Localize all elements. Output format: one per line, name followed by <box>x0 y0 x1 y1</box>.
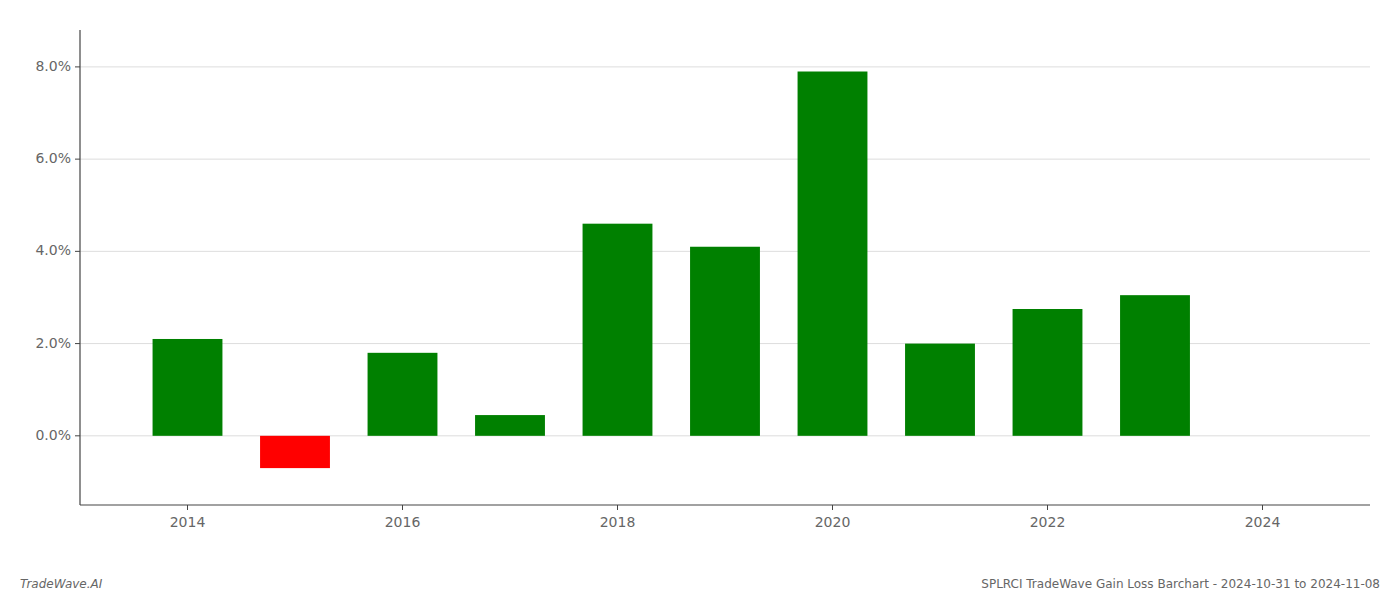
x-tick <box>187 505 188 510</box>
x-tick-label: 2018 <box>600 514 636 530</box>
grid-line <box>80 159 1370 160</box>
x-tick <box>617 505 618 510</box>
y-tick-label: 6.0% <box>35 150 71 166</box>
bar <box>260 436 330 468</box>
y-tick <box>75 251 80 252</box>
y-tick-label: 2.0% <box>35 335 71 351</box>
x-tick <box>402 505 403 510</box>
bar <box>690 247 760 436</box>
y-tick-label: 4.0% <box>35 242 71 258</box>
x-tick <box>832 505 833 510</box>
watermark: TradeWave.AI <box>20 577 103 591</box>
title: SPLRCI TradeWave Gain Loss Barchart - 20… <box>981 577 1380 591</box>
x-tick-label: 2024 <box>1245 514 1281 530</box>
y-tick-label: 0.0% <box>35 427 71 443</box>
bar <box>475 415 545 436</box>
bar <box>1120 295 1190 436</box>
bar <box>1013 309 1083 436</box>
y-axis-line <box>79 30 80 505</box>
bar <box>905 344 975 436</box>
x-axis-line <box>80 504 1370 505</box>
grid-line <box>80 66 1370 67</box>
x-tick-label: 2016 <box>385 514 421 530</box>
bar <box>798 72 868 436</box>
x-tick <box>1262 505 1263 510</box>
y-tick <box>75 66 80 67</box>
y-tick <box>75 159 80 160</box>
x-tick-label: 2014 <box>170 514 206 530</box>
bar <box>368 353 438 436</box>
x-tick-label: 2020 <box>815 514 851 530</box>
bar <box>583 224 653 436</box>
chart: 0.0% 2.0% 4.0% 6.0% 8.0% 2014 2016 2018 2020 2022… <box>0 0 1400 600</box>
y-tick-label: 8.0% <box>35 58 71 74</box>
y-tick <box>75 343 80 344</box>
y-tick <box>75 435 80 436</box>
x-tick <box>1047 505 1048 510</box>
background <box>0 0 1400 600</box>
x-tick-label: 2022 <box>1030 514 1066 530</box>
bar <box>153 339 223 436</box>
